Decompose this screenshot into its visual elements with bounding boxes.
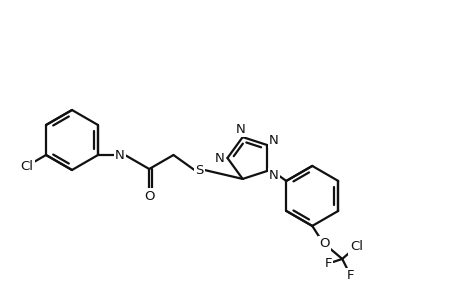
Text: N: N bbox=[268, 169, 278, 182]
Text: Cl: Cl bbox=[20, 160, 34, 172]
Text: N: N bbox=[235, 123, 245, 136]
Text: O: O bbox=[318, 237, 329, 250]
Text: F: F bbox=[324, 257, 331, 270]
Text: S: S bbox=[195, 164, 203, 176]
Text: F: F bbox=[346, 269, 353, 282]
Text: O: O bbox=[144, 190, 154, 202]
Text: N: N bbox=[268, 134, 278, 147]
Text: N: N bbox=[115, 148, 124, 161]
Text: N: N bbox=[214, 152, 224, 164]
Text: Cl: Cl bbox=[349, 240, 362, 254]
